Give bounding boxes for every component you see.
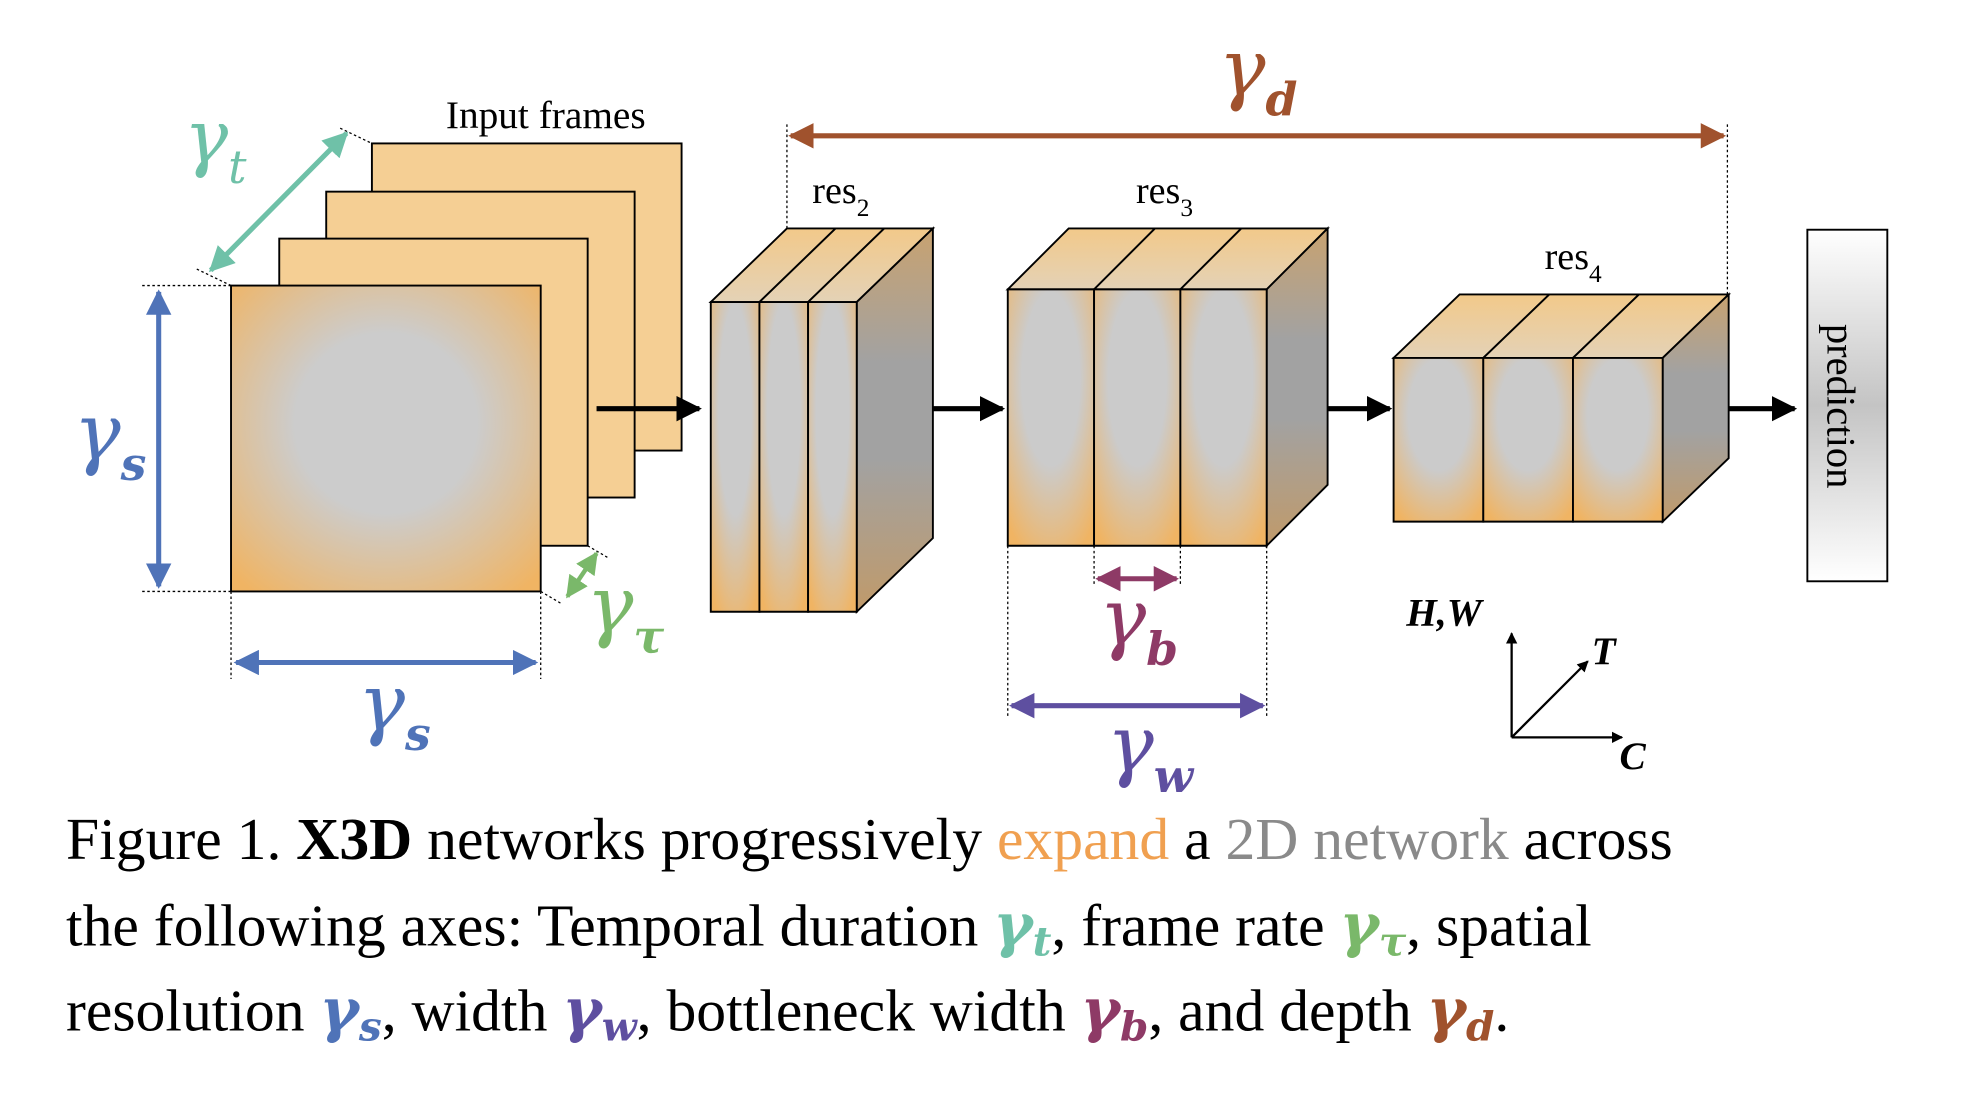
gamma-w-label: γw [1107, 699, 1195, 803]
res4-label: res4 [1545, 236, 1602, 288]
block-slice [1482, 356, 1574, 523]
caption-line-3: resolution γs, width γw, bottleneck widt… [66, 976, 1509, 1051]
res2-block [708, 226, 936, 614]
block-slice [807, 301, 858, 613]
prediction-label: prediction [1819, 324, 1864, 489]
dotted-guides [142, 124, 1729, 719]
res3-label: res3 [1136, 170, 1193, 222]
c-axis-label: C [1620, 734, 1647, 778]
t-axis [1510, 660, 1589, 739]
t-axis-label: T [1592, 629, 1618, 673]
block-slice [1179, 288, 1268, 547]
res2-label: res2 [812, 170, 869, 222]
block-slice [709, 301, 761, 613]
figure-caption: Figure 1. X3D networks progressively exp… [66, 806, 1673, 1050]
input-frames-label: Input frames [446, 93, 646, 137]
block-slice [1093, 288, 1182, 547]
gamma-t-arrow [208, 131, 349, 273]
axes-indicator [1505, 632, 1624, 744]
block-slice [1572, 356, 1664, 523]
res4-block [1391, 292, 1732, 524]
block-slice [1392, 356, 1485, 523]
gamma-s-bottom-label: γs [358, 657, 431, 761]
caption-line-1: Figure 1. X3D networks progressively exp… [66, 806, 1673, 872]
res3-block [1005, 226, 1330, 549]
frame-1 [230, 284, 542, 593]
block-slice [758, 301, 810, 613]
gamma-b-label: γb [1099, 572, 1178, 676]
gamma-s-left-label: γs [74, 386, 147, 490]
input-frames [230, 142, 683, 593]
hw-axis-label: H,W [1405, 591, 1484, 635]
block-slice [1006, 288, 1096, 547]
gamma-tau-label: γτ [586, 559, 664, 663]
gamma-d-label: γd [1218, 22, 1297, 126]
gamma-tau-arrow [565, 551, 599, 599]
prediction-box [1806, 228, 1889, 583]
gamma-t-label: γt [184, 95, 247, 193]
caption-line-2: the following axes: Temporal duration γt… [66, 891, 1592, 966]
